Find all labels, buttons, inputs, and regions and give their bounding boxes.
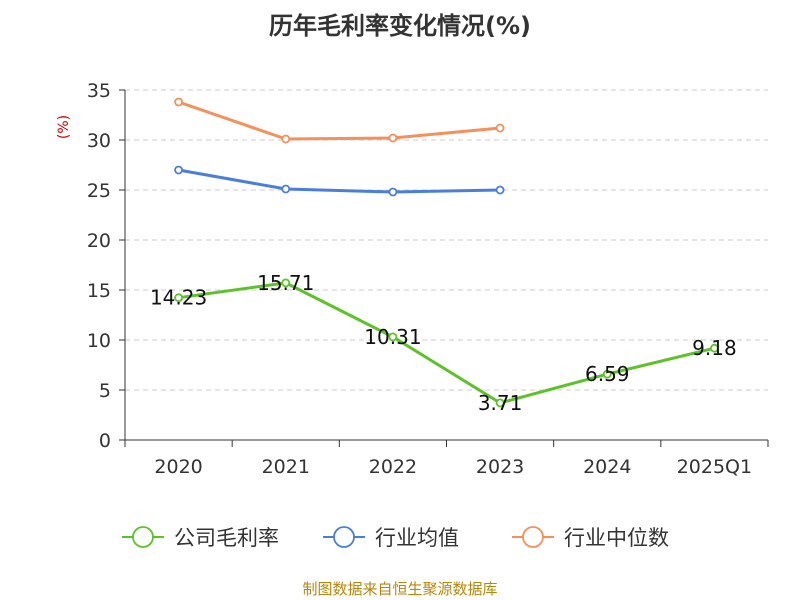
legend: 公司毛利率 行业均值 行业中位数 <box>122 526 669 550</box>
data-label: 3.71 <box>478 391 523 415</box>
x-tick-label: 2021 <box>262 456 310 478</box>
y-tick-label: 5 <box>99 380 111 402</box>
data-point <box>281 134 291 144</box>
legend-item-3[interactable]: 行业中位数 <box>512 526 669 550</box>
legend-label: 公司毛利率 <box>174 526 279 550</box>
series-line-1 <box>177 281 716 405</box>
series-line-3 <box>177 100 502 141</box>
data-labels: 14.23 15.71 10.31 3.71 6.59 9.18 <box>150 271 737 415</box>
y-tick-label: 20 <box>87 230 111 252</box>
x-tick-label: 2024 <box>583 456 631 478</box>
chart-title: 历年毛利率变化情况(%) <box>269 12 531 40</box>
data-point <box>388 187 398 197</box>
y-tick-label: 25 <box>87 180 111 202</box>
data-point <box>174 165 183 175</box>
series-line-2 <box>177 168 502 194</box>
x-tick-label: 2022 <box>369 456 417 478</box>
data-label: 10.31 <box>364 325 421 349</box>
y-tick-label: 30 <box>87 130 111 152</box>
data-point <box>495 123 505 133</box>
data-label: 14.23 <box>150 286 207 310</box>
y-axis-label: (%) <box>56 115 72 139</box>
legend-item-2[interactable]: 行业均值 <box>323 526 459 550</box>
legend-marker <box>522 526 544 548</box>
data-point <box>174 293 183 303</box>
legend-item-1[interactable]: 公司毛利率 <box>122 526 279 550</box>
data-point <box>174 97 183 107</box>
data-point <box>388 133 398 143</box>
data-point <box>710 343 719 353</box>
axes: 0 5 10 15 20 25 30 35 2020 2021 2022 2023 2024 2025Q1 <box>87 80 769 478</box>
data-point <box>281 278 291 288</box>
legend-label: 行业均值 <box>375 526 459 550</box>
x-tick-label: 2020 <box>154 456 202 478</box>
data-point <box>602 369 612 379</box>
series-lines <box>174 97 719 408</box>
source-note: 制图数据来自恒生聚源数据库 <box>302 580 498 598</box>
y-tick-label: 35 <box>87 80 111 102</box>
legend-marker <box>132 526 154 548</box>
data-point <box>281 184 291 194</box>
x-tick-label: 2023 <box>476 456 524 478</box>
data-label: 6.59 <box>585 362 630 386</box>
legend-label: 行业中位数 <box>564 526 669 550</box>
data-label: 9.18 <box>692 336 737 360</box>
y-tick-label: 0 <box>99 430 111 452</box>
data-point <box>388 332 398 342</box>
y-tick-label: 10 <box>87 330 111 352</box>
grid-lines <box>125 89 768 391</box>
x-tick-label: 2025Q1 <box>677 456 752 478</box>
data-point <box>495 185 505 195</box>
data-point <box>495 398 505 408</box>
legend-marker <box>333 526 355 548</box>
y-tick-label: 15 <box>87 280 111 302</box>
data-label: 15.71 <box>257 271 314 295</box>
